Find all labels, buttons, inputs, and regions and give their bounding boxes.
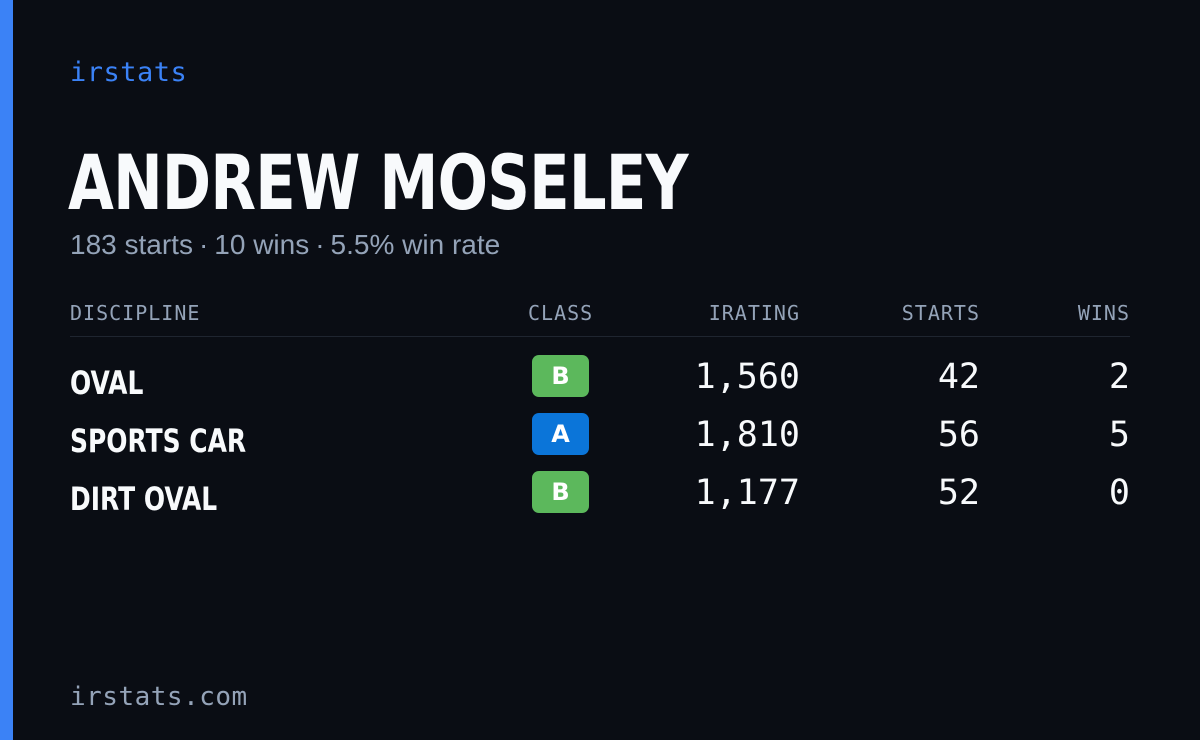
stats-table: DISCIPLINE CLASS IRATING STARTS WINS OVA… <box>70 296 1130 527</box>
class-badge: B <box>532 471 589 513</box>
table-row: DIRT OVAL B 1,177 52 0 <box>70 469 1130 527</box>
header-irating: IRATING <box>708 301 800 325</box>
irating-value: 1,810 <box>694 415 800 455</box>
table-row: OVAL B 1,560 42 2 <box>70 353 1130 411</box>
wins-value: 5 <box>1108 415 1130 455</box>
class-badge: A <box>532 413 589 455</box>
starts-value: 42 <box>937 357 980 397</box>
driver-name: ANDREW MOSELEY <box>68 138 689 227</box>
starts-value: 52 <box>937 473 980 513</box>
summary-starts: 183 starts <box>70 229 193 260</box>
summary-separator: · <box>315 229 325 260</box>
footer-url[interactable]: irstats.com <box>70 682 248 712</box>
discipline-name: OVAL <box>70 364 144 402</box>
discipline-name: SPORTS CAR <box>70 422 247 460</box>
table-row: SPORTS CAR A 1,810 56 5 <box>70 411 1130 469</box>
summary-win-rate: 5.5% win rate <box>330 229 501 260</box>
driver-summary: 183 starts · 10 wins · 5.5% win rate <box>70 228 500 262</box>
discipline-name: DIRT OVAL <box>70 480 218 518</box>
table-header: DISCIPLINE CLASS IRATING STARTS WINS <box>70 296 1130 337</box>
brand-logo[interactable]: irstats <box>70 57 188 88</box>
irating-value: 1,177 <box>694 473 800 513</box>
irating-value: 1,560 <box>694 357 800 397</box>
table-body: OVAL B 1,560 42 2 SPORTS CAR A 1,810 56 … <box>70 337 1130 527</box>
header-class: CLASS <box>528 301 594 325</box>
summary-wins: 10 wins <box>214 229 310 260</box>
summary-separator: · <box>198 229 209 260</box>
header-wins: WINS <box>1077 301 1130 325</box>
header-starts: STARTS <box>901 301 980 325</box>
starts-value: 56 <box>937 415 980 455</box>
accent-bar <box>0 0 13 740</box>
header-discipline: DISCIPLINE <box>70 301 201 325</box>
wins-value: 2 <box>1108 357 1130 397</box>
class-badge: B <box>532 355 589 397</box>
wins-value: 0 <box>1108 473 1130 513</box>
